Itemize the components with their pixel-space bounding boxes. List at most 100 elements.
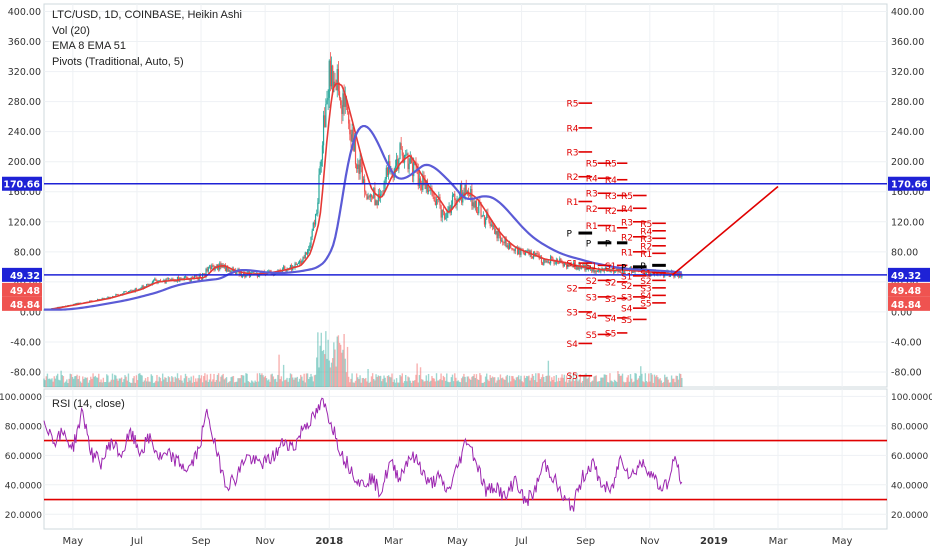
volume-bar	[222, 373, 224, 387]
candle-body	[409, 155, 411, 164]
price-axis-left-label: -80.00	[10, 367, 41, 378]
volume-bar	[82, 376, 84, 387]
candle-body	[624, 269, 626, 273]
candle-body	[608, 268, 610, 270]
candle-body	[544, 259, 546, 262]
volume-bar	[345, 372, 348, 387]
vol-indicator-label[interactable]: Vol (20)	[52, 24, 90, 37]
volume-bar	[211, 381, 213, 387]
volume-bar	[645, 380, 648, 387]
volume-bar	[436, 380, 439, 387]
volume-bar	[298, 378, 301, 387]
candle-body	[516, 246, 519, 255]
trendline-segment[interactable]	[671, 185, 779, 276]
candle-body	[534, 251, 536, 255]
candle-body	[211, 265, 213, 270]
volume-bar	[670, 375, 673, 387]
volume-bar	[167, 376, 170, 387]
rsi-indicator-label[interactable]: RSI (14, close)	[52, 398, 125, 410]
volume-bar	[278, 354, 280, 387]
candle-body	[300, 261, 302, 265]
volume-bar	[410, 382, 413, 387]
candle-body	[481, 216, 483, 218]
volume-bar	[185, 376, 188, 387]
candle-body	[383, 183, 385, 195]
volume-bar	[363, 379, 366, 387]
volume-bar	[86, 377, 89, 387]
volume-bar	[235, 381, 237, 387]
volume-bar	[392, 382, 394, 387]
volume-bar	[557, 377, 560, 387]
candle-body	[102, 298, 104, 299]
candle-body	[134, 288, 136, 292]
pivot-level-label: P	[640, 262, 646, 272]
x-axis-label: May	[63, 536, 84, 547]
price-axis-right-label: 320.00	[891, 67, 924, 78]
volume-bar	[654, 376, 657, 387]
candle-body	[419, 178, 422, 185]
volume-bar	[556, 381, 559, 387]
candle-body	[435, 199, 438, 206]
pivot-level-label: R1	[605, 224, 617, 234]
volume-bar	[232, 375, 235, 387]
pivot-level-label: R4	[621, 205, 633, 215]
candle-body	[97, 299, 99, 301]
candle-body	[580, 266, 583, 269]
volume-bar	[331, 358, 334, 387]
x-axis-label: Sep	[192, 536, 211, 547]
price-axis-right-label: 120.00	[891, 217, 924, 228]
pivot-level-label: R1	[640, 250, 652, 260]
volume-bar	[308, 379, 310, 387]
volume-bar	[84, 377, 86, 387]
volume-bar	[366, 381, 368, 387]
volume-bar	[297, 381, 300, 387]
candle-body	[437, 199, 439, 201]
volume-bar	[269, 381, 271, 387]
rsi-axis-right-label: 20.0000	[891, 511, 928, 521]
volume-bar	[406, 381, 408, 387]
candle-body	[166, 278, 168, 280]
candle-body	[155, 279, 157, 281]
volume-bar	[502, 377, 504, 387]
volume-bar	[126, 380, 128, 387]
volume-bar	[491, 376, 494, 387]
volume-bar	[452, 381, 455, 387]
candle-body	[542, 262, 544, 265]
pivot-level-label: P	[621, 263, 627, 273]
volume-bar	[294, 377, 296, 387]
pivots-indicator-label[interactable]: Pivots (Traditional, Auto, 5)	[52, 55, 184, 68]
volume-bar	[611, 381, 613, 387]
x-axis-label: Nov	[640, 536, 660, 547]
volume-bar	[362, 377, 365, 387]
volume-bar	[478, 380, 480, 387]
volume-bar	[337, 335, 340, 387]
symbol-title[interactable]: LTC/USD, 1D, COINBASE, Heikin Ashi	[52, 9, 242, 21]
volume-bar	[528, 375, 530, 387]
candle-body	[619, 268, 621, 273]
volume-bar	[487, 379, 489, 387]
price-axis-left-label: 240.00	[8, 127, 41, 138]
volume-bar	[85, 377, 87, 387]
price-axis-left-label: 120.00	[8, 217, 41, 228]
ema-indicator-label[interactable]: EMA 8 EMA 51	[52, 40, 126, 52]
volume-bar	[367, 368, 369, 387]
pivot-level-label: R4	[566, 124, 578, 134]
candle-body	[295, 263, 297, 265]
horizontal-lines[interactable]	[44, 182, 887, 276]
candle-body	[407, 153, 409, 170]
candle-body	[186, 276, 188, 278]
volume-bar	[568, 379, 570, 387]
candle-body	[140, 288, 142, 289]
candle-body	[548, 261, 551, 264]
volume-bar	[342, 349, 344, 387]
volume-bar	[464, 376, 466, 387]
volume-bar	[149, 381, 151, 387]
candle-body	[378, 193, 381, 198]
candle-body	[314, 213, 317, 225]
volume-bar	[599, 381, 601, 387]
volume-bar	[438, 380, 440, 387]
candle-body	[338, 91, 341, 98]
trendline[interactable]	[671, 185, 779, 276]
volume-bar	[321, 351, 324, 387]
